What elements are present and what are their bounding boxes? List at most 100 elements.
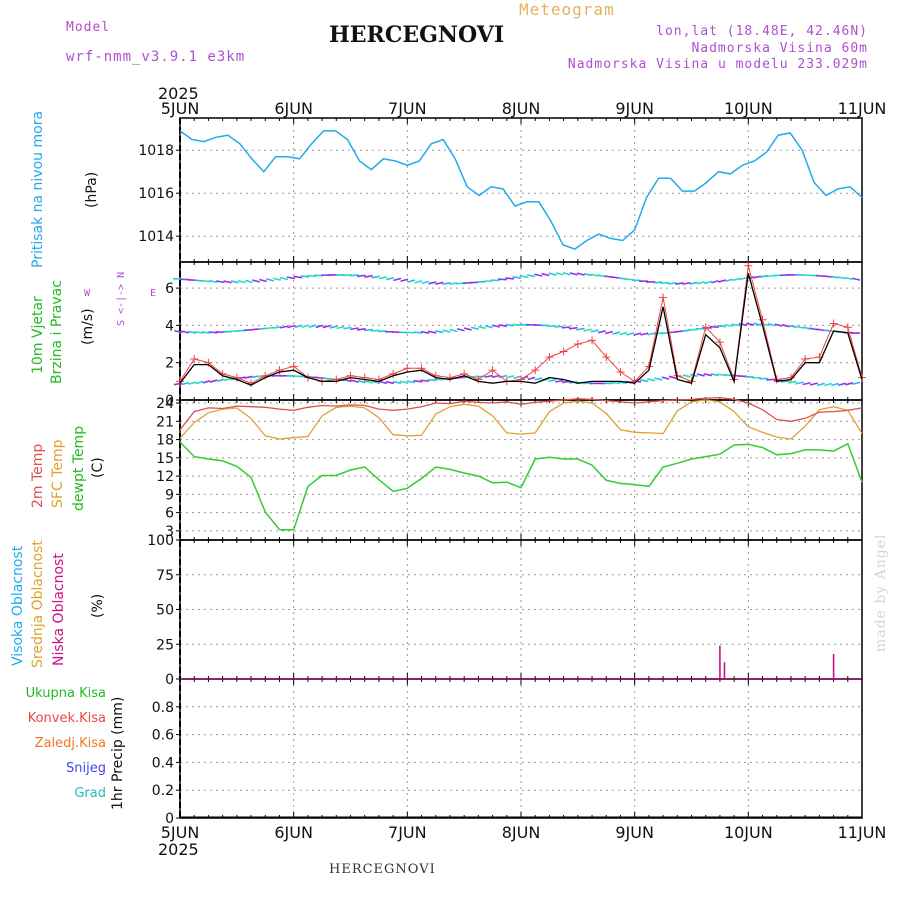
wind-arrow	[576, 272, 585, 276]
wind-arrow	[428, 281, 437, 285]
wind-arrow	[667, 281, 677, 285]
altitude-text: Nadmorska Visina 60m	[691, 41, 868, 56]
wind-arrow	[618, 381, 628, 384]
y-tick-label: 75	[156, 568, 174, 584]
wind-arrow	[484, 374, 493, 378]
wind-arrow	[498, 374, 508, 379]
wind-arrow	[265, 326, 274, 330]
wind-arrow	[392, 380, 402, 385]
wind-arrow	[491, 324, 500, 328]
wind-arrow	[406, 380, 416, 384]
wind-arrow	[753, 322, 762, 326]
wind-arrow	[590, 329, 599, 333]
wind-arrow	[223, 377, 232, 382]
wind-arrow	[216, 378, 225, 383]
wind-arrow	[208, 331, 218, 334]
wind-arrow	[365, 380, 373, 384]
wind-arrow	[512, 276, 522, 279]
wind-arrow	[420, 330, 430, 334]
wind-arrow	[519, 275, 529, 279]
wind-arrow	[647, 378, 656, 382]
wind-arrow	[661, 376, 670, 380]
y-tick-label: 21	[156, 414, 174, 430]
wind-arrow	[350, 379, 359, 383]
wind-arrow	[385, 276, 395, 281]
x-day-label-top: 9JUN	[615, 99, 654, 118]
wind-arrow	[286, 276, 296, 280]
wind-arrow	[647, 332, 656, 336]
wind-arrow	[781, 323, 790, 328]
wind-arrow	[555, 379, 564, 383]
wind-arrow	[370, 329, 380, 332]
wind-arrow	[548, 378, 557, 383]
y-tick-label: 0	[165, 672, 174, 688]
wind-arrow	[802, 326, 811, 330]
wind-arrow	[689, 281, 698, 285]
wind-arrow	[788, 380, 797, 384]
wind-arrow	[845, 382, 854, 386]
wind-arrow	[329, 325, 338, 329]
wind-arrow	[356, 274, 366, 278]
wind-arrow	[307, 274, 317, 278]
wind-arrow	[725, 278, 734, 283]
wind-arrow	[852, 277, 861, 281]
wind-arrow	[527, 376, 536, 381]
wind-arrow	[682, 374, 691, 378]
wind-arrow	[208, 279, 218, 283]
wind-arrow	[809, 382, 818, 386]
wind-arrow	[456, 327, 465, 332]
sfc-temp-line	[179, 399, 863, 440]
y-tick-label: 18	[156, 433, 174, 449]
x-day-label-top: 8JUN	[502, 99, 541, 118]
wind-compass-w: W	[84, 288, 91, 299]
wind-arrow	[668, 375, 677, 380]
wind-arrow	[583, 328, 592, 332]
wind-arrow	[470, 326, 479, 331]
wind-arrow	[831, 382, 840, 387]
wind-arrow	[427, 378, 437, 382]
wind-arrow	[364, 274, 373, 278]
y-tick-label: 1016	[138, 186, 174, 202]
wind-arrow	[554, 325, 564, 328]
y-tick-label: 0	[165, 811, 174, 827]
wind-arrow	[350, 327, 359, 331]
wind-arrow	[738, 322, 748, 327]
wind-arrow	[428, 330, 437, 334]
y-tick-label: 2	[165, 356, 174, 372]
wind-arrow	[477, 325, 486, 330]
wind-arrow	[378, 276, 387, 280]
precip-item-snow: Snijeg	[66, 761, 106, 776]
wind-arrow	[576, 327, 585, 331]
wind-arrow	[442, 329, 451, 333]
wind-arrow	[674, 281, 684, 285]
wind-arrow	[731, 323, 741, 327]
wind-arrow	[512, 323, 522, 327]
wind-arrow	[371, 275, 380, 279]
wind-arrow	[413, 331, 423, 334]
wind-arrow	[597, 274, 606, 278]
wind-arrow	[718, 279, 727, 283]
wind-arrow	[583, 272, 592, 277]
wind-arrow	[174, 329, 183, 334]
wind-arrow	[209, 379, 218, 383]
wind-arrow	[711, 279, 719, 284]
wind-arrow	[201, 279, 211, 283]
wind-arrow	[506, 375, 515, 379]
wind-arrow	[696, 281, 705, 285]
wind-arrow	[420, 379, 430, 382]
wind-arrow	[259, 278, 267, 283]
y-tick-label: 0.6	[152, 728, 174, 744]
meteogram-label: Meteogram	[519, 0, 615, 19]
wind-arrow	[746, 322, 755, 326]
x-day-label-top: 5JUN	[161, 99, 200, 118]
x-day-label-bottom: 9JUN	[615, 823, 654, 842]
wind-arrow	[555, 272, 564, 276]
wind-arrow	[633, 332, 642, 336]
x-day-label-bottom: 10JUN	[724, 823, 773, 842]
wind-arrow	[272, 325, 282, 330]
dewpt-line	[179, 441, 863, 531]
wind-arrow	[703, 373, 712, 377]
wind-arrow	[491, 374, 500, 379]
wind-arrow	[230, 280, 239, 284]
wind-arrow	[194, 330, 204, 334]
